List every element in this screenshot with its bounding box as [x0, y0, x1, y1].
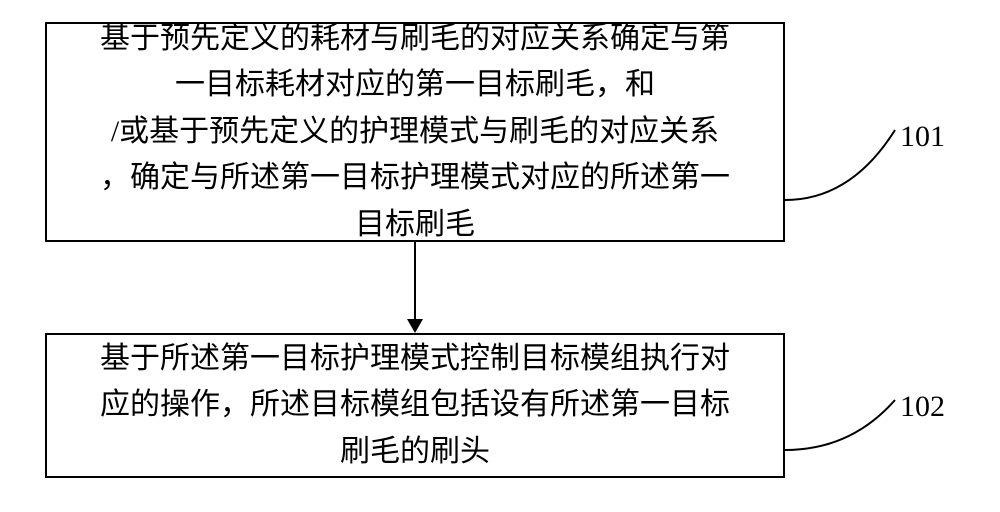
arrow-head-icon	[407, 319, 423, 333]
flow-step-1-text: 基于预先定义的耗材与刷毛的对应关系确定与第 一目标耗材对应的第一目标刷毛，和 /…	[100, 16, 730, 249]
connector-curve-1	[785, 130, 899, 204]
flow-step-2: 基于所述第一目标护理模式控制目标模组执行对 应的操作，所述目标模组包括设有所述第…	[45, 333, 785, 478]
flowchart-canvas: 基于预先定义的耗材与刷毛的对应关系确定与第 一目标耗材对应的第一目标刷毛，和 /…	[0, 0, 1000, 512]
step-label-101: 101	[900, 120, 945, 154]
flow-step-1: 基于预先定义的耗材与刷毛的对应关系确定与第 一目标耗材对应的第一目标刷毛，和 /…	[45, 22, 785, 242]
connector-curve-2	[785, 400, 899, 454]
flow-step-2-text: 基于所述第一目标护理模式控制目标模组执行对 应的操作，所述目标模组包括设有所述第…	[100, 336, 730, 476]
step-label-102: 102	[900, 390, 945, 424]
arrow-line	[414, 242, 416, 319]
